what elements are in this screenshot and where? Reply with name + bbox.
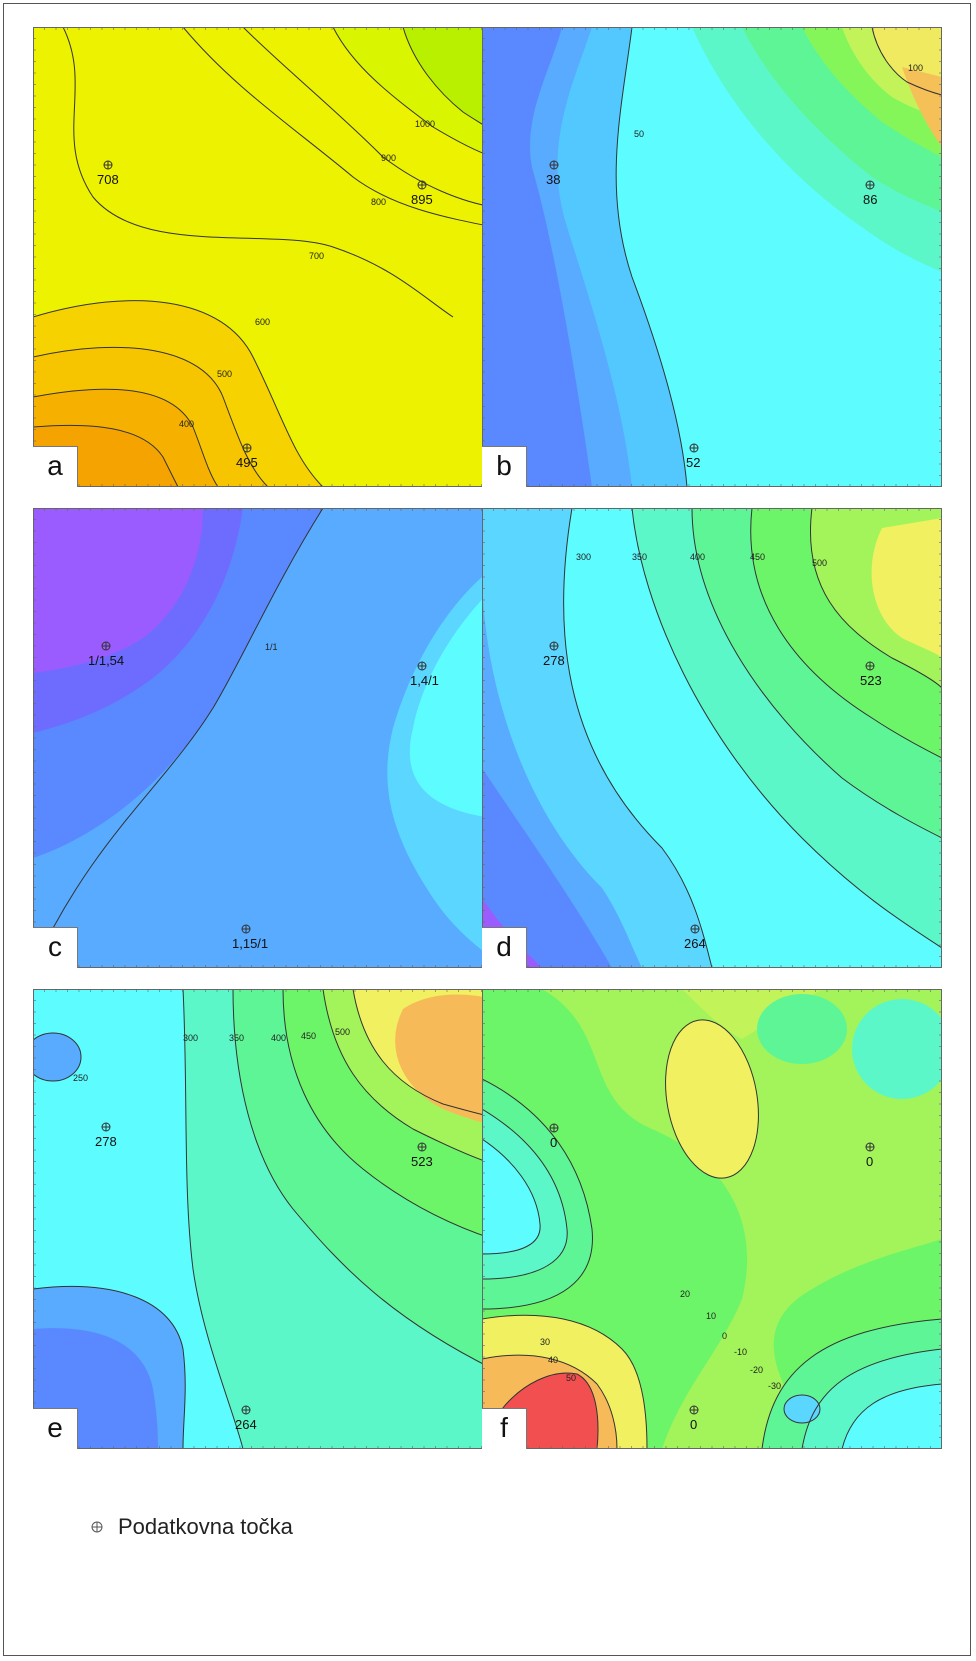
isoline-label: 30 (540, 1337, 550, 1347)
data-point-label: 708 (97, 172, 119, 187)
panel-letter: a (33, 446, 78, 487)
isoline-label: 450 (750, 552, 765, 562)
data-point-label: 38 (546, 172, 560, 187)
isoline-label: 1/1 (265, 642, 278, 652)
data-point-marker (417, 180, 427, 190)
data-point-marker (549, 160, 559, 170)
isoline-label: -30 (768, 1381, 781, 1391)
panel-ticks (482, 989, 942, 1449)
isoline-label: 500 (217, 369, 232, 379)
data-point-label: 1/1,54 (88, 653, 124, 668)
data-point-marker (865, 1142, 875, 1152)
data-point-marker (865, 661, 875, 671)
isoline-label: 250 (73, 1073, 88, 1083)
data-point-label: 0 (866, 1154, 873, 1169)
contour-map-f: 50 40 30 20 10 0 -10 -20 -30 0 0 0 f (482, 989, 942, 1449)
panel-letter: d (482, 927, 527, 968)
data-point-label: 278 (95, 1134, 117, 1149)
data-point-label: 278 (543, 653, 565, 668)
data-point-label: 523 (860, 673, 882, 688)
contour-map-b: 50 100 38 86 52 b (482, 27, 942, 487)
data-point-marker (417, 1142, 427, 1152)
isoline-label: 500 (335, 1027, 350, 1037)
isoline-label: 500 (812, 558, 827, 568)
legend: Podatkovna točka (90, 1514, 293, 1540)
data-point-marker (101, 641, 111, 651)
isoline-label: 300 (576, 552, 591, 562)
isoline-label: 700 (309, 251, 324, 261)
isoline-label: 400 (271, 1033, 286, 1043)
data-point-label: 264 (235, 1417, 257, 1432)
panel-letter: c (33, 927, 78, 968)
isoline-label: 300 (183, 1033, 198, 1043)
contour-map-d-plot: 300 350 400 450 500 278 523 264 (482, 508, 942, 968)
isoline-label: 800 (371, 197, 386, 207)
data-point-marker (241, 924, 251, 934)
isoline-label: 400 (690, 552, 705, 562)
data-point-label: 86 (863, 192, 877, 207)
isoline-label: 1000 (415, 119, 435, 129)
contour-map-f-plot: 50 40 30 20 10 0 -10 -20 -30 0 0 0 (482, 989, 942, 1449)
panel-letter: f (482, 1408, 527, 1449)
data-point-marker (549, 1123, 559, 1133)
data-point-marker (549, 641, 559, 651)
crosshair-circle-icon (91, 1521, 103, 1533)
data-point-label: 52 (686, 455, 700, 470)
contour-map-c: 1/1 1/1,54 1,4/1 1,15/1 c (33, 508, 493, 968)
data-point-label: 1,15/1 (232, 936, 268, 951)
isoline-label: 50 (634, 129, 644, 139)
data-point-marker (690, 924, 700, 934)
isoline-label: 450 (301, 1031, 316, 1041)
data-point-label: 264 (684, 936, 706, 951)
data-point-marker (101, 1122, 111, 1132)
data-point-marker (689, 443, 699, 453)
contour-map-a: 1000 900 800 700 600 500 400 708 895 495… (33, 27, 493, 487)
data-point-marker (417, 661, 427, 671)
data-point-label: 523 (411, 1154, 433, 1169)
panel-letter: b (482, 446, 527, 487)
isoline-label: 900 (381, 153, 396, 163)
isoline-label: 600 (255, 317, 270, 327)
isoline-label: 350 (229, 1033, 244, 1043)
data-point-marker (242, 443, 252, 453)
data-point-marker (103, 160, 113, 170)
isoline-label: 40 (548, 1355, 558, 1365)
contour-map-e: 250 300 350 400 450 500 278 523 264 e (33, 989, 493, 1449)
isoline-label: -20 (750, 1365, 763, 1375)
data-point-marker (241, 1405, 251, 1415)
isoline-label: -10 (734, 1347, 747, 1357)
isoline-label: 50 (566, 1373, 576, 1383)
contour-map-d: 300 350 400 450 500 278 523 264 d (482, 508, 942, 968)
legend-label: Podatkovna točka (118, 1514, 293, 1539)
panel-ticks (482, 508, 942, 968)
contour-map-e-plot: 250 300 350 400 450 500 278 523 264 (33, 989, 493, 1449)
contour-map-c-plot: 1/1 1/1,54 1,4/1 1,15/1 (33, 508, 493, 968)
data-point-label: 495 (236, 455, 258, 470)
isoline-label: 0 (722, 1331, 727, 1341)
data-point-label: 895 (411, 192, 433, 207)
data-point-label: 1,4/1 (410, 673, 439, 688)
isoline-label: 20 (680, 1289, 690, 1299)
isoline-label: 100 (908, 63, 923, 73)
contour-map-a-plot: 1000 900 800 700 600 500 400 708 895 495 (33, 27, 493, 487)
isoline-label: 10 (706, 1311, 716, 1321)
data-point-label: 0 (690, 1417, 697, 1432)
data-point-label: 0 (550, 1135, 557, 1150)
data-point-marker (865, 180, 875, 190)
contour-map-b-plot: 50 100 38 86 52 (482, 27, 942, 487)
data-point-marker (689, 1405, 699, 1415)
isoline-label: 400 (179, 419, 194, 429)
isoline-label: 350 (632, 552, 647, 562)
panel-letter: e (33, 1408, 78, 1449)
